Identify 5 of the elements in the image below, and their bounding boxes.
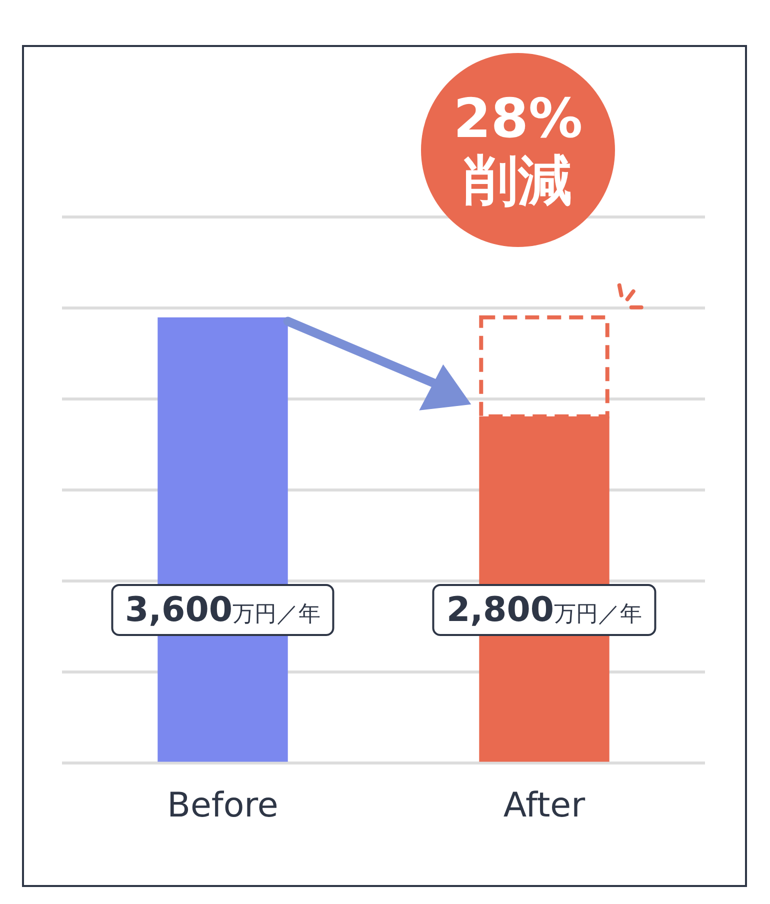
data-label: 3,600万円／年 [124,590,321,630]
data-label: 2,800万円／年 [446,590,642,630]
text: 28% 削減 [421,53,615,247]
x-tick-label: After [503,785,586,826]
x-tick-label: Before [167,785,278,826]
